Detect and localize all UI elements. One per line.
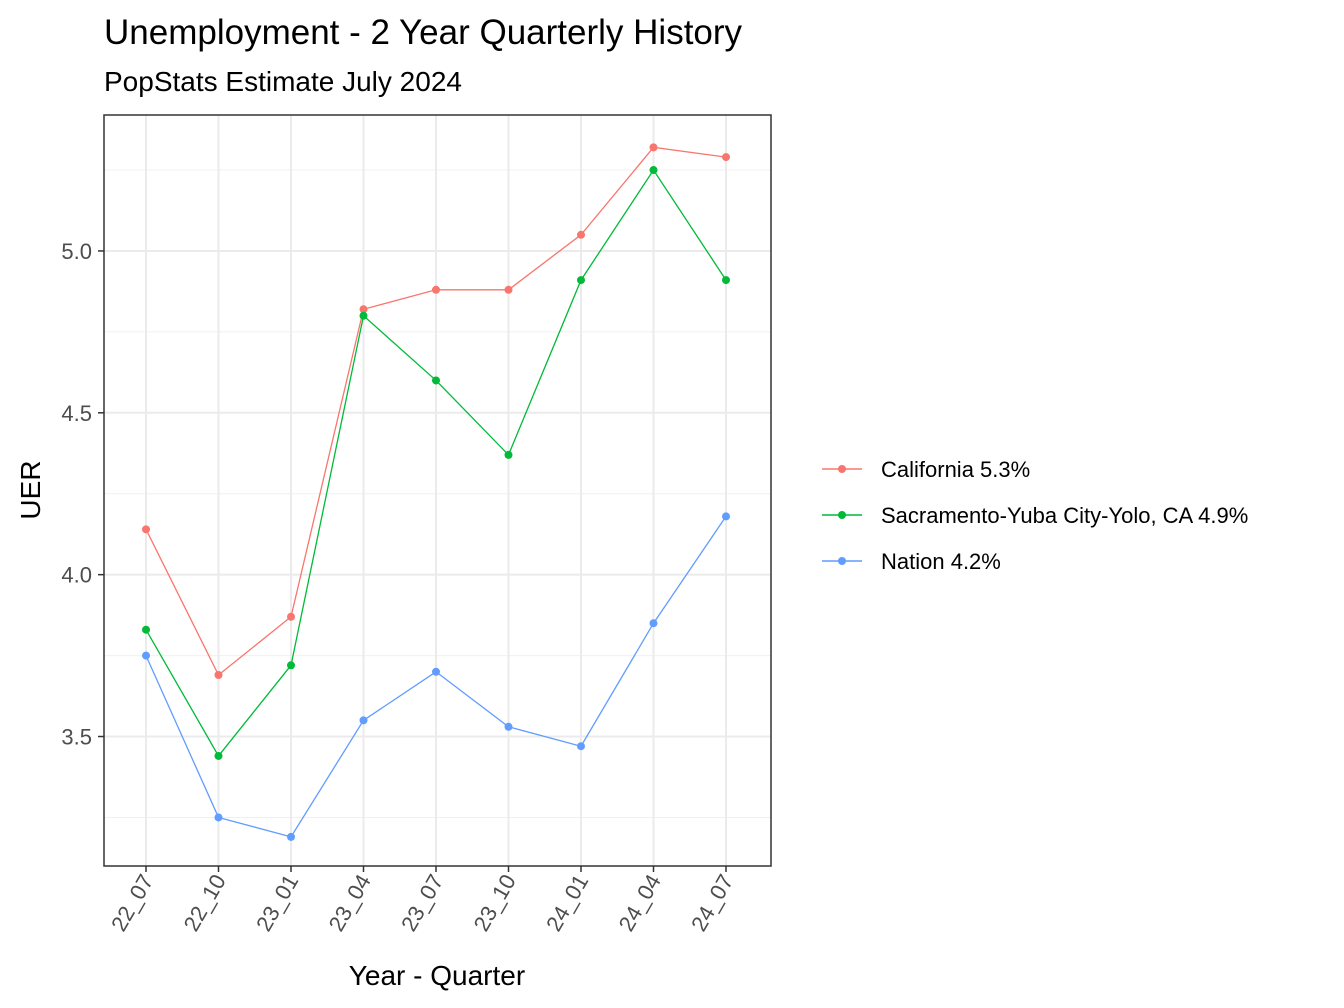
x-tick-label: 23_01 [251, 870, 303, 935]
x-tick-label: 23_07 [396, 870, 448, 935]
x-tick-label: 22_07 [106, 870, 158, 935]
x-tick-label: 23_10 [469, 870, 521, 935]
x-tick-label: 24_04 [614, 870, 666, 935]
chart-title: Unemployment - 2 Year Quarterly History [104, 13, 743, 52]
series-point [649, 619, 658, 628]
series-point [649, 166, 658, 175]
y-axis-title: UER [15, 460, 46, 519]
x-tick-label: 23_04 [324, 870, 376, 935]
series-point [214, 671, 223, 680]
series-point [722, 276, 730, 285]
legend-label: California 5.3% [881, 457, 1030, 482]
series-point [432, 667, 440, 676]
chart-subtitle: PopStats Estimate July 2024 [104, 66, 462, 97]
series-point [142, 625, 150, 634]
series-point [722, 153, 730, 162]
series-point [359, 311, 368, 320]
series-point [432, 376, 440, 385]
series-point [722, 512, 730, 521]
legend-key-point [838, 511, 846, 519]
y-tick-label: 3.5 [61, 725, 92, 750]
series-point [142, 651, 150, 660]
series-point [577, 742, 585, 751]
legend: California 5.3% Sacramento-Yuba City-Yolo… [822, 457, 1248, 574]
legend-label: Nation 4.2% [881, 549, 1001, 574]
legend-key-point [838, 465, 846, 473]
series-point [142, 525, 150, 534]
series-point [504, 285, 513, 294]
series-point [359, 716, 368, 725]
series-point [577, 276, 585, 285]
series-point [287, 612, 295, 621]
y-tick-label: 4.0 [61, 563, 92, 588]
x-tick-label: 24_01 [541, 870, 593, 935]
x-tick-label: 24_07 [686, 870, 738, 935]
series-point [287, 832, 295, 841]
plot-panel [104, 115, 771, 866]
y-tick-label: 5.0 [61, 239, 92, 264]
x-tick-label: 22_10 [179, 870, 231, 935]
series-point [359, 305, 368, 314]
series-point [504, 450, 513, 459]
plot-border [103, 114, 772, 867]
series-point [649, 143, 658, 152]
series-point [577, 230, 585, 239]
series-marks [142, 143, 730, 841]
legend-key-point [838, 557, 846, 565]
series-point [214, 813, 223, 822]
y-axis: 3.5 4.0 4.5 5.0 [61, 239, 104, 750]
legend-label: Sacramento-Yuba City-Yolo, CA 4.9% [881, 503, 1248, 528]
series-point [214, 751, 223, 760]
series-point [432, 285, 440, 294]
series-point [504, 722, 513, 731]
series-point [287, 661, 295, 670]
x-axis: 22_07 22_10 23_01 23_04 23_07 23_10 24_01 24_04… [106, 866, 738, 935]
x-axis-title: Year - Quarter [349, 960, 525, 991]
y-tick-label: 4.5 [61, 401, 92, 426]
